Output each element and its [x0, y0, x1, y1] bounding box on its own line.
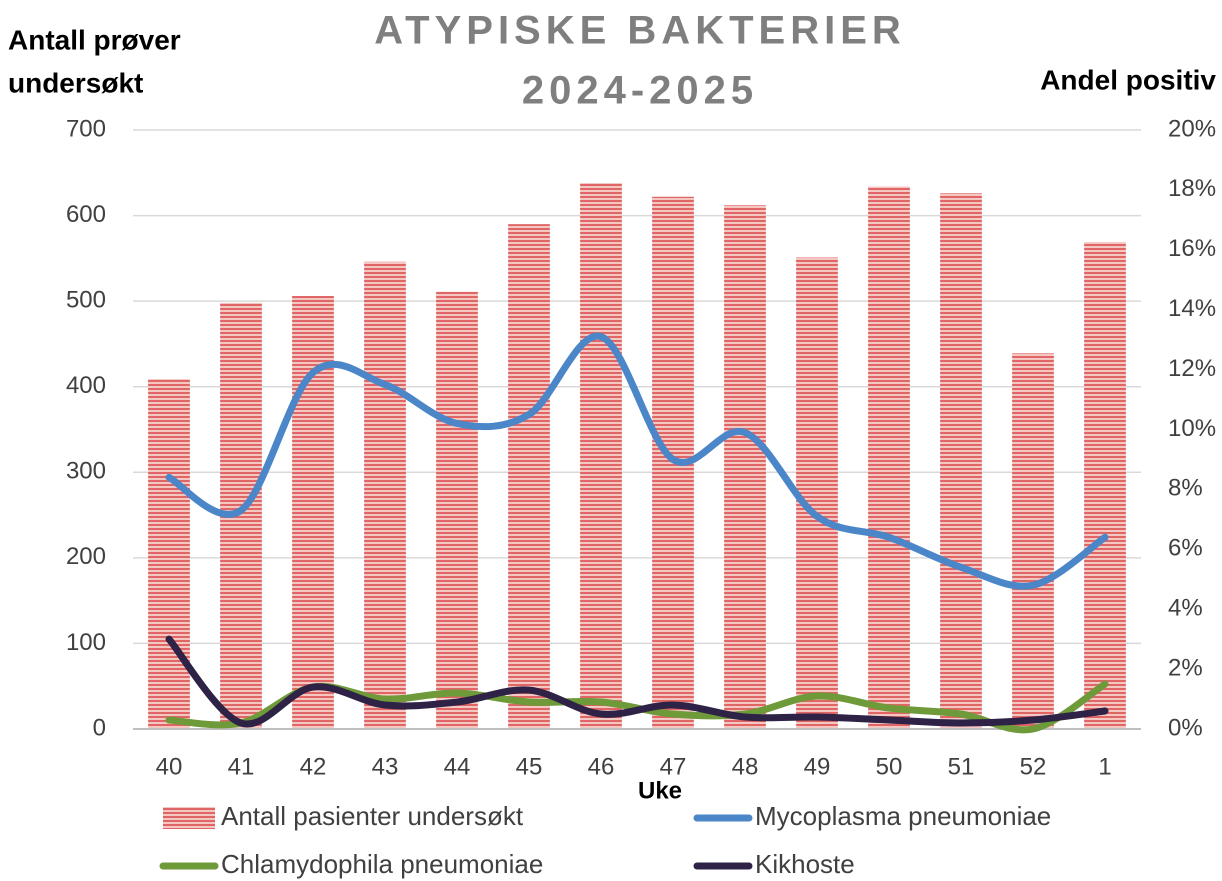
- y2-axis-label: Andel positiv: [1040, 64, 1216, 95]
- bar: [436, 291, 478, 729]
- bar: [868, 186, 910, 729]
- y2-tick-label: 20%: [1168, 115, 1216, 142]
- y2-tick-label: 10%: [1168, 415, 1216, 442]
- y2-tick-label: 0%: [1168, 714, 1203, 741]
- y-tick-label: 600: [66, 201, 106, 228]
- x-tick-label: 51: [948, 753, 975, 780]
- chart-title: ATYPISKE BAKTERIER: [374, 9, 906, 53]
- line: [165, 332, 1109, 590]
- y-tick-label: 700: [66, 115, 106, 142]
- y2-tick-label: 8%: [1168, 475, 1203, 502]
- bar: [292, 296, 334, 729]
- y-tick-label: 300: [66, 458, 106, 485]
- y2-tick-label: 12%: [1168, 355, 1216, 382]
- y-tick-label: 500: [66, 286, 106, 313]
- legend-label: Kikhoste: [755, 849, 855, 879]
- bar: [364, 261, 406, 729]
- y2-tick-label: 14%: [1168, 295, 1216, 322]
- x-tick-label: 42: [300, 753, 327, 780]
- chart-title: 2024-2025: [522, 69, 758, 113]
- legend-label: Antall pasienter undersøkt: [221, 801, 524, 831]
- line: [165, 635, 1109, 728]
- legend-label: Chlamydophila pneumoniae: [221, 849, 543, 879]
- bar: [580, 183, 622, 729]
- x-tick-label: 48: [732, 753, 759, 780]
- y-axis-label: Antall prøver: [8, 24, 181, 55]
- x-tick-label: 44: [444, 753, 471, 780]
- x-tick-label: 41: [228, 753, 255, 780]
- y-tick-label: 200: [66, 543, 106, 570]
- x-tick-label: 40: [156, 753, 183, 780]
- legend-label: Mycoplasma pneumoniae: [755, 801, 1051, 831]
- x-tick-label: 49: [804, 753, 831, 780]
- bar: [940, 193, 982, 729]
- y2-tick-label: 2%: [1168, 654, 1203, 681]
- x-tick-label: 47: [660, 753, 687, 780]
- x-tick-label: 1: [1098, 753, 1111, 780]
- x-axis-label: Uke: [638, 777, 682, 804]
- y-tick-label: 400: [66, 372, 106, 399]
- y2-tick-label: 18%: [1168, 175, 1216, 202]
- x-tick-label: 45: [516, 753, 543, 780]
- y-axis-label: undersøkt: [8, 67, 143, 98]
- bar: [796, 257, 838, 729]
- y-tick-label: 0: [93, 714, 106, 741]
- legend-swatch: [163, 807, 215, 829]
- bar: [508, 224, 550, 729]
- x-tick-label: 46: [588, 753, 615, 780]
- y-tick-label: 100: [66, 629, 106, 656]
- x-tick-label: 50: [876, 753, 903, 780]
- y2-tick-label: 6%: [1168, 535, 1203, 562]
- bar: [148, 379, 190, 729]
- x-tick-label: 52: [1020, 753, 1047, 780]
- bar: [724, 205, 766, 729]
- bar: [1012, 353, 1054, 729]
- bar: [1084, 242, 1126, 729]
- x-tick-label: 43: [372, 753, 399, 780]
- y2-tick-label: 4%: [1168, 595, 1203, 622]
- y2-tick-label: 16%: [1168, 235, 1216, 262]
